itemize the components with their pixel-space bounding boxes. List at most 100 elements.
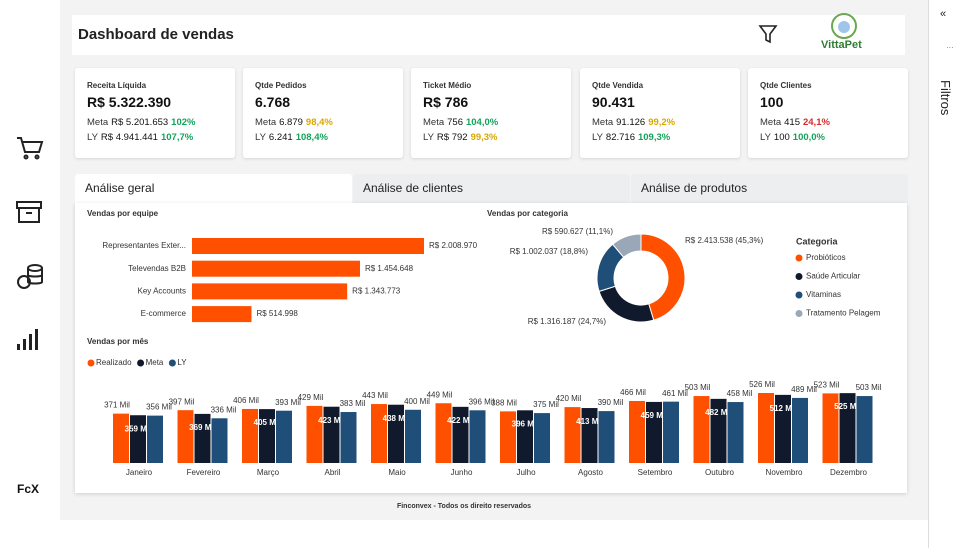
chart-title: Vendas por mês — [87, 337, 149, 346]
bar — [693, 396, 710, 463]
kpi-meta-value: 756 — [447, 117, 463, 128]
sidebar-icons: FcX — [16, 137, 44, 496]
data-label: 396 Mil — [512, 419, 539, 428]
x-tick-label: Abril — [324, 468, 340, 477]
kpi-meta-pct: 102% — [171, 117, 196, 128]
kpi-card: Receita Líquida R$ 5.322.390 Meta R$ 5.201.… — [75, 68, 235, 158]
data-label: R$ 2.008.970 — [429, 241, 478, 250]
kpi-meta: Meta 6.879 98,4% — [255, 117, 333, 128]
bar — [130, 415, 146, 463]
kpi-meta-label: Meta — [87, 117, 109, 128]
x-tick-label: Novembro — [766, 468, 803, 477]
bar — [646, 401, 662, 463]
x-tick-label: Janeiro — [126, 468, 153, 477]
data-label: 371 Mil — [104, 401, 130, 410]
kpi-value: 6.768 — [255, 94, 291, 110]
data-label: 526 Mil — [749, 380, 775, 389]
dashboard-title: Dashboard de vendas — [78, 26, 234, 43]
kpi-meta-label: Meta — [592, 117, 614, 128]
data-label: 375 Mil — [533, 400, 559, 409]
kpi-ly-label: LY — [592, 132, 603, 143]
data-label: 523 Mil — [814, 381, 840, 390]
donut-slice — [612, 233, 642, 259]
data-label: 512 Mil — [770, 404, 797, 413]
kpi-meta: Meta 415 24,1% — [760, 117, 830, 128]
bar — [792, 397, 808, 463]
bar — [581, 408, 598, 463]
cart-icon[interactable] — [17, 137, 44, 153]
data-label: 449 Mil — [427, 390, 453, 399]
x-tick-label: Junho — [451, 468, 473, 477]
kpi-value: R$ 5.322.390 — [87, 94, 172, 110]
data-label: 405 Mil — [254, 418, 281, 427]
filter-small-icon: ⫶ — [944, 46, 955, 49]
filter-icon[interactable] — [758, 23, 778, 45]
tab[interactable]: Análise geral — [75, 174, 352, 203]
bar — [388, 404, 404, 463]
data-label: 356 Mil — [146, 403, 172, 412]
header: Dashboard de vendas VittaPet — [72, 13, 905, 55]
bar — [629, 400, 645, 463]
collapse-icon[interactable]: « — [940, 8, 947, 20]
data-label: 369 Mil — [189, 423, 216, 432]
x-tick-label: Agosto — [578, 468, 603, 477]
donut-slice — [640, 233, 686, 321]
kpi-title: Ticket Médio — [423, 81, 472, 90]
legend-label: Vitaminas — [806, 290, 841, 299]
bar — [192, 283, 348, 300]
data-label: R$ 1.316.187 (24,7%) — [528, 317, 607, 326]
data-label: 423 Mil — [318, 416, 345, 425]
kpi-title: Qtde Vendida — [592, 81, 644, 90]
kpi-ly-label: LY — [423, 132, 434, 143]
kpi-meta: Meta 91.126 99,2% — [592, 117, 675, 128]
bar — [192, 306, 252, 323]
bar — [517, 410, 533, 463]
data-label: 525 Mil — [834, 402, 861, 411]
x-tick-label: Março — [257, 468, 280, 477]
sidebar: FcX — [0, 0, 60, 520]
data-label: 482 Mil — [705, 408, 732, 417]
data-label: 406 Mil — [233, 396, 259, 405]
bar — [775, 394, 791, 463]
data-label: 422 Mil — [447, 416, 474, 425]
archive-icon[interactable] — [16, 201, 42, 209]
data-label: 429 Mil — [298, 393, 324, 402]
bar — [598, 411, 615, 463]
data-label: 461 Mil — [662, 389, 688, 398]
data-label: R$ 514.998 — [256, 309, 298, 318]
bar — [259, 409, 275, 463]
bar — [469, 410, 486, 463]
tab[interactable]: Análise de clientes — [353, 174, 630, 203]
bar — [323, 406, 340, 463]
kpi-meta-label: Meta — [255, 117, 277, 128]
kpi-meta-value: 6.879 — [279, 117, 303, 128]
kpi-ly-label: LY — [760, 132, 771, 143]
kpi-card: Qtde Pedidos 6.768 Meta 6.879 98,4% LY 6.241 10… — [243, 68, 403, 158]
brand: FcX — [17, 482, 39, 496]
tab[interactable]: Análise de produtos — [631, 174, 908, 203]
bar — [306, 405, 323, 463]
data-label: 413 Mil — [576, 417, 603, 426]
kpi-ly-value: R$ 792 — [436, 132, 468, 143]
kpi-value: 90.431 — [592, 94, 635, 110]
category-label: Televendas B2B — [128, 264, 186, 273]
x-tick-label: Julho — [516, 468, 536, 477]
chart-icon[interactable] — [17, 329, 38, 350]
filters-panel[interactable]: « ⫶ Filtros — [928, 0, 960, 548]
data-label: R$ 1.002.037 (18,8%) — [510, 247, 589, 256]
kpi-meta-value: 91.126 — [616, 117, 646, 128]
x-tick-label: Dezembro — [830, 468, 867, 477]
data-label: 458 Mil — [727, 389, 753, 398]
data-label: 336 Mil — [211, 405, 237, 414]
data-label: 503 Mil — [856, 383, 882, 392]
kpi-ly-pct: 100,0% — [792, 132, 826, 143]
bar — [727, 402, 744, 463]
filters-label[interactable]: Filtros — [938, 80, 953, 116]
legend-label: Realizado — [96, 358, 132, 367]
x-tick-label: Outubro — [705, 468, 734, 477]
bar — [194, 413, 211, 463]
kpi-card: Qtde Vendida 90.431 Meta 91.126 99,2% LY 82.71… — [580, 68, 740, 158]
data-label: 503 Mil — [685, 383, 711, 392]
bar — [192, 260, 360, 277]
